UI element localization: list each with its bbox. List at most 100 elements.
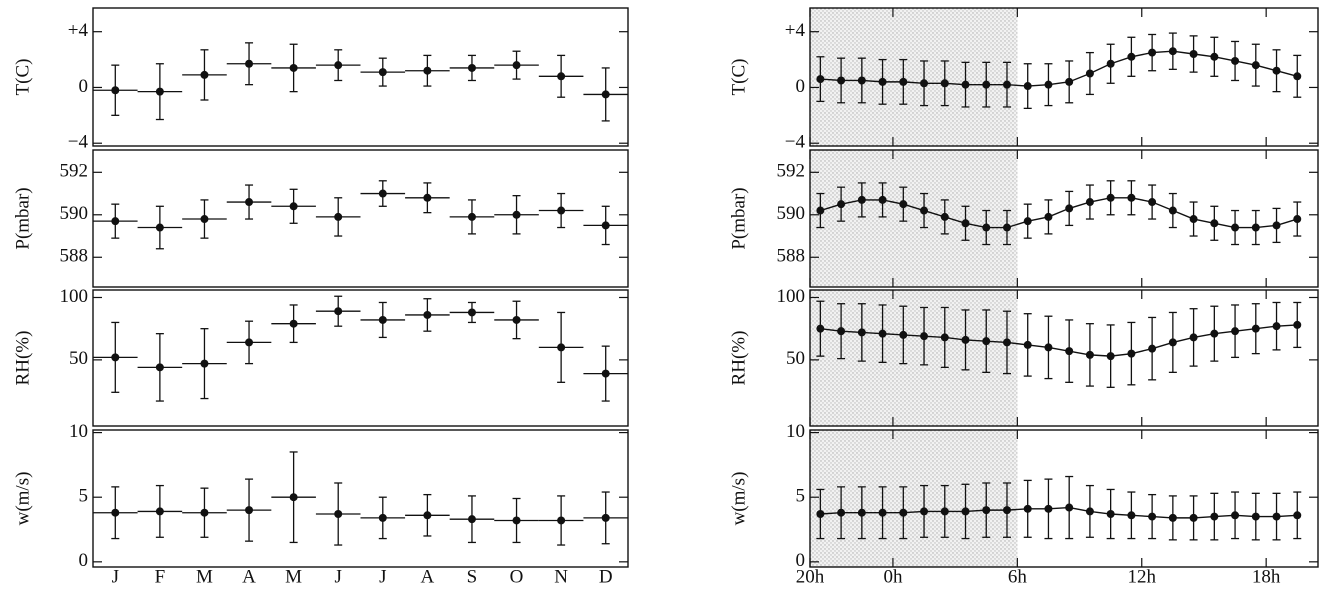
x-tick-label: M: [285, 566, 302, 587]
data-point: [1272, 221, 1281, 230]
data-point: [816, 324, 825, 333]
data-point: [940, 79, 949, 88]
data-point: [467, 308, 476, 317]
x-tick-label: 18h: [1252, 566, 1281, 587]
data-point: [289, 63, 298, 72]
y-tick-label: 5: [796, 486, 806, 507]
data-point: [1044, 212, 1053, 221]
data-point: [920, 206, 929, 215]
data-point: [1148, 344, 1157, 353]
data-point: [245, 506, 254, 515]
y-tick-label: −4: [785, 132, 806, 153]
data-point: [378, 189, 387, 198]
x-tick-label: A: [421, 566, 435, 587]
x-tick-label: J: [379, 566, 386, 587]
y-axis-label: T(C): [728, 59, 749, 96]
data-point: [512, 315, 521, 324]
y-tick-label: −4: [68, 132, 89, 153]
data-point: [512, 61, 521, 70]
data-point: [920, 79, 929, 88]
data-point: [1148, 512, 1157, 521]
data-point: [1044, 80, 1053, 89]
data-point: [857, 508, 866, 517]
data-point: [601, 221, 610, 230]
y-axis-label: w(m/s): [12, 472, 33, 526]
y-axis-label: RH(%): [12, 331, 33, 386]
x-tick-label: A: [242, 566, 256, 587]
data-point: [378, 513, 387, 522]
data-point: [378, 315, 387, 324]
data-point: [155, 507, 164, 516]
data-point: [1023, 504, 1032, 513]
x-tick-label: 6h: [1008, 566, 1028, 587]
data-point: [245, 198, 254, 207]
y-tick-label: 100: [777, 286, 806, 307]
data-point: [378, 68, 387, 77]
data-point: [1065, 204, 1074, 213]
y-tick-label: 100: [60, 286, 89, 307]
data-point: [1189, 215, 1198, 224]
data-point: [1293, 320, 1302, 329]
data-point: [1085, 69, 1094, 78]
data-point: [1085, 198, 1094, 207]
data-point: [1002, 80, 1011, 89]
data-point: [1044, 504, 1053, 513]
data-point: [245, 338, 254, 347]
data-point: [1272, 322, 1281, 331]
data-point: [467, 63, 476, 72]
y-axis-label: P(mbar): [12, 187, 33, 249]
data-point: [1065, 347, 1074, 356]
data-point: [1251, 61, 1260, 70]
data-point: [878, 329, 887, 338]
x-tick-label: F: [155, 566, 166, 587]
data-point: [940, 507, 949, 516]
data-point: [1168, 206, 1177, 215]
data-point: [1210, 219, 1219, 228]
data-point: [816, 510, 825, 519]
panel-frame: [92, 7, 629, 147]
data-point: [837, 76, 846, 85]
data-point: [334, 61, 343, 70]
data-point: [940, 212, 949, 221]
data-point: [289, 202, 298, 211]
panel-frame: [809, 7, 1319, 147]
x-tick-label: M: [196, 566, 213, 587]
y-tick-label: 588: [60, 246, 89, 267]
data-point: [111, 217, 120, 226]
data-point: [1106, 352, 1115, 361]
panel-frame: [809, 429, 1319, 568]
data-point: [1272, 66, 1281, 75]
data-point: [961, 507, 970, 516]
data-point: [512, 210, 521, 219]
data-point: [1231, 511, 1240, 520]
data-point: [245, 59, 254, 68]
data-point: [1231, 223, 1240, 232]
data-point: [1168, 338, 1177, 347]
data-point: [1002, 223, 1011, 232]
data-point: [601, 90, 610, 99]
data-point: [961, 335, 970, 344]
data-point: [1148, 198, 1157, 207]
panel-frame: [92, 289, 629, 427]
x-tick-label: O: [510, 566, 524, 587]
data-point: [816, 206, 825, 215]
data-point: [111, 353, 120, 362]
data-point: [878, 195, 887, 204]
data-point: [111, 86, 120, 95]
data-point: [1002, 506, 1011, 515]
panel-frame: [92, 149, 629, 288]
data-point: [1210, 329, 1219, 338]
data-point: [423, 511, 432, 520]
data-point: [512, 516, 521, 525]
data-point: [289, 319, 298, 328]
data-point: [961, 219, 970, 228]
panel-frame: [809, 289, 1319, 427]
data-point: [1251, 512, 1260, 521]
data-point: [423, 66, 432, 75]
night-shade: [810, 430, 1018, 567]
data-point: [1251, 324, 1260, 333]
y-tick-label: 0: [79, 76, 89, 97]
data-point: [601, 369, 610, 378]
data-point: [467, 515, 476, 524]
